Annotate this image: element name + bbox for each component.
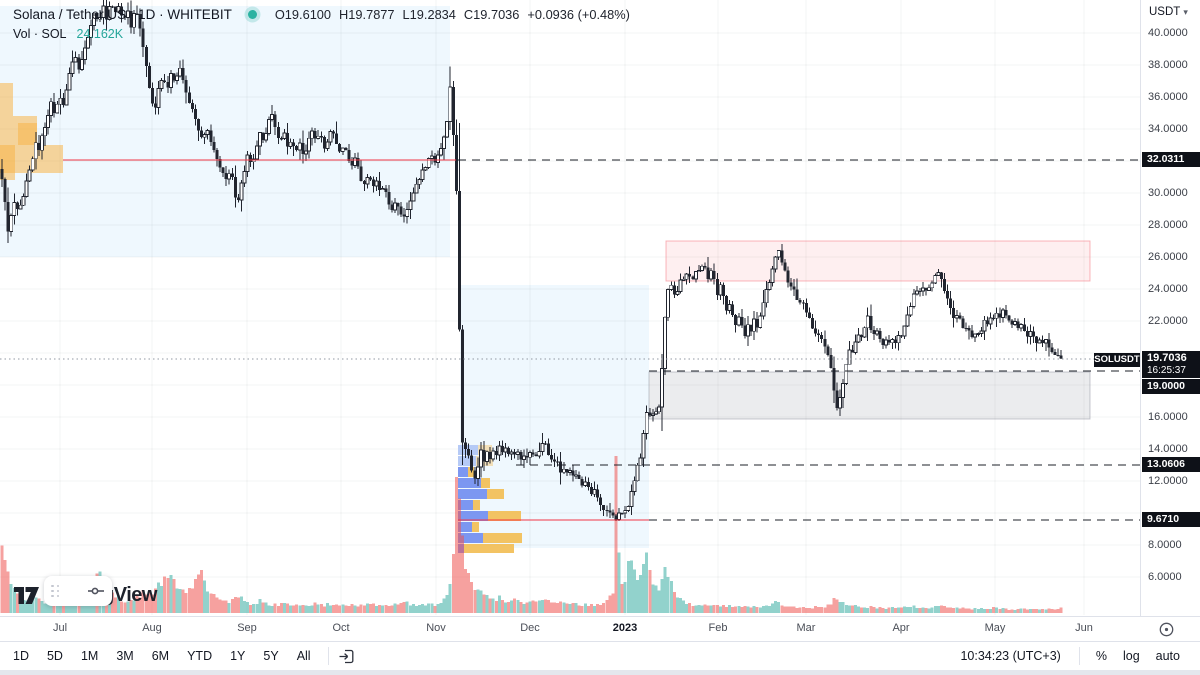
price-level-tag: 9.6710: [1142, 512, 1200, 527]
ohlc-change: +0.0936 (+0.48%): [527, 7, 630, 22]
price-tick-label: 34.0000: [1148, 123, 1188, 135]
ohlc-high: H19.7877: [339, 7, 395, 22]
range-button-3m[interactable]: 3M: [116, 649, 134, 663]
time-axis[interactable]: Jul Aug Sep Oct Nov Dec 2023 Feb Mar Apr May Jun: [0, 616, 1200, 642]
ohlc-low: L19.2834: [402, 7, 456, 22]
price-tick-label: 40.0000: [1148, 27, 1188, 39]
price-tick-label: 26.0000: [1148, 251, 1188, 263]
go-to-date-icon: [339, 649, 354, 663]
range-button-1m[interactable]: 1M: [80, 649, 99, 663]
time-axis-label: Jul: [52, 622, 68, 634]
range-button-1y[interactable]: 1Y: [230, 649, 246, 663]
scale-button-log[interactable]: log: [1122, 649, 1140, 663]
toolbar-divider: [327, 647, 329, 665]
price-tick-label: 22.0000: [1148, 315, 1188, 327]
market-status-icon: [247, 10, 257, 19]
ohlc-close: C19.7036: [463, 7, 520, 22]
range-button-5y[interactable]: 5Y: [263, 649, 279, 663]
time-axis-label: Nov: [426, 622, 446, 634]
volume-value: 24.162K: [76, 27, 124, 41]
price-axis[interactable]: USDT ▾ 40.0000 38.0000 36.0000 34.0000 30.000…: [1140, 0, 1200, 641]
price-tick-label: 6.0000: [1148, 571, 1182, 583]
volume-legend[interactable]: Vol · SOL 24.162K: [13, 27, 123, 41]
clock-label[interactable]: 10:34:23 (UTC+3): [960, 649, 1061, 663]
go-to-date-button[interactable]: [337, 647, 356, 666]
price-tick-label: 16.0000: [1148, 411, 1188, 423]
range-button-ytd[interactable]: YTD: [187, 649, 213, 663]
bar-countdown: 16:25:37: [1147, 365, 1186, 376]
tradingview-logo-icon: [14, 587, 39, 604]
price-tick-label: 36.0000: [1148, 91, 1188, 103]
drawings-toolbar-pill[interactable]: [44, 576, 112, 606]
time-axis-label: Aug: [142, 622, 162, 634]
price-tick-label: 12.0000: [1148, 475, 1188, 487]
price-level-tag: 19.0000: [1142, 379, 1200, 394]
time-axis-label: Jun: [1075, 622, 1093, 634]
range-button-6m[interactable]: 6M: [151, 649, 170, 663]
time-axis-label: Oct: [332, 622, 350, 634]
range-button-1d[interactable]: 1D: [13, 649, 29, 663]
time-axis-label: Apr: [892, 622, 910, 634]
toolbar-divider: [1078, 647, 1080, 665]
time-axis-label: 2023: [612, 622, 638, 634]
bottom-strip: [0, 669, 1200, 675]
price-tick-label: 38.0000: [1148, 59, 1188, 71]
price-level-tag: 32.0311: [1142, 152, 1200, 167]
drag-handle-icon[interactable]: [51, 584, 60, 598]
time-axis-settings-icon[interactable]: [1158, 621, 1175, 638]
date-range-buttons: 1D 5D 1M 3M 6M YTD 1Y 5Y All: [4, 646, 320, 666]
time-axis-label: May: [984, 622, 1006, 634]
scale-button-auto[interactable]: auto: [1155, 649, 1180, 663]
chevron-down-icon: ▾: [1183, 7, 1188, 17]
symbol-legend[interactable]: Solana / Tether US · 1D · WHITEBIT O19.6…: [13, 7, 630, 22]
volume-label: Vol · SOL: [13, 27, 67, 41]
current-price-value: 19.7036: [1147, 352, 1187, 364]
range-button-5d[interactable]: 5D: [46, 649, 63, 663]
scale-buttons: % log auto: [1088, 646, 1188, 666]
price-tick-label: 14.0000: [1148, 443, 1188, 455]
range-button-all[interactable]: All: [296, 649, 311, 663]
scale-button-percent[interactable]: %: [1095, 649, 1107, 663]
bottom-toolbar: 1D 5D 1M 3M 6M YTD 1Y 5Y All 10:34:23 (UTC+3) % l…: [0, 641, 1200, 670]
time-axis-label: Sep: [237, 622, 257, 634]
price-tick-label: 30.0000: [1148, 187, 1188, 199]
time-axis-label: Dec: [520, 622, 540, 634]
current-price-tag: 19.7036 16:25:37: [1142, 351, 1200, 378]
ohlc-open: O19.6100: [274, 7, 332, 22]
time-axis-label: Feb: [708, 622, 728, 634]
price-tick-label: 28.0000: [1148, 219, 1188, 231]
price-level-tag: 13.0606: [1142, 457, 1200, 472]
hide-drawings-icon[interactable]: [87, 584, 105, 598]
price-tick-label: 8.0000: [1148, 539, 1182, 551]
symbol-title[interactable]: Solana / Tether US · 1D · WHITEBIT: [13, 7, 232, 22]
candlestick-chart-canvas[interactable]: [0, 0, 1140, 616]
price-axis-currency[interactable]: USDT ▾: [1149, 6, 1188, 18]
price-tick-label: 24.0000: [1148, 283, 1188, 295]
time-axis-label: Mar: [796, 622, 816, 634]
symbol-price-tag: SOLUSDT: [1094, 353, 1140, 367]
